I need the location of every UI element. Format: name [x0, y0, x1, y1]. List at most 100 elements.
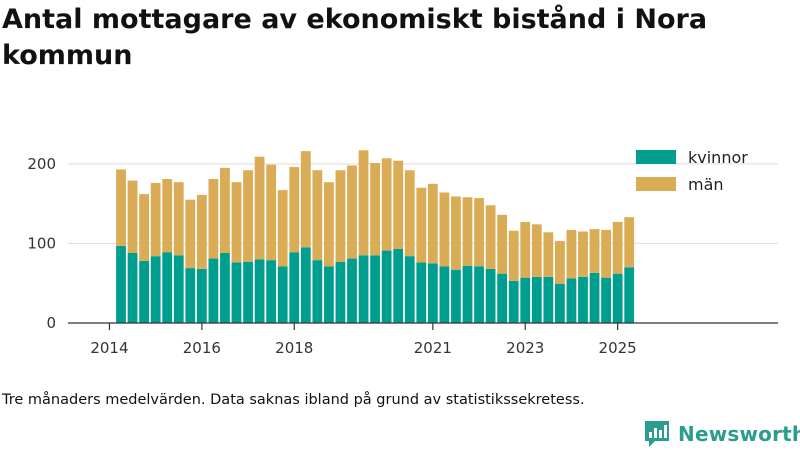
bar-mn-33: [497, 214, 508, 274]
bar-mn-18: [324, 182, 334, 267]
bar-mn-37: [543, 232, 554, 277]
bar-kvinnor-38: [555, 284, 565, 323]
bar-kvinnor-4: [162, 252, 173, 323]
bar-kvinnor-14: [277, 266, 288, 323]
bar-mn-11: [243, 170, 253, 262]
bar-kvinnor-12: [254, 259, 265, 323]
bar-mn-30: [462, 197, 473, 266]
bar-kvinnor-22: [370, 255, 380, 323]
bar-mn-20: [347, 165, 357, 259]
bar-mn-41: [589, 229, 600, 273]
bar-mn-22: [370, 163, 380, 256]
bar-mn-32: [485, 205, 496, 269]
x-tick-label: 2025: [599, 339, 637, 357]
bar-kvinnor-1: [127, 252, 138, 323]
y-tick-label: 100: [27, 234, 56, 252]
bars: [116, 150, 635, 323]
bar-mn-5: [173, 182, 184, 256]
bar-mn-38: [555, 241, 565, 285]
bar-kvinnor-25: [404, 256, 415, 323]
x-tick-label: 2018: [275, 339, 313, 357]
bar-kvinnor-13: [266, 260, 277, 323]
bar-kvinnor-18: [324, 266, 334, 323]
bar-kvinnor-20: [347, 258, 357, 323]
bar-mn-21: [358, 150, 369, 256]
brand-logo[interactable]: Newsworthy: [644, 418, 800, 450]
bar-mn-31: [474, 198, 484, 267]
legend-swatch-mn: [636, 177, 676, 191]
bar-kvinnor-42: [601, 277, 611, 323]
bar-kvinnor-16: [300, 247, 311, 323]
bar-mn-34: [508, 230, 519, 281]
bar-mn-0: [116, 169, 126, 246]
bar-kvinnor-2: [139, 260, 149, 323]
bar-mn-3: [150, 182, 161, 257]
bar-kvinnor-27: [427, 263, 438, 323]
bar-mn-35: [520, 221, 531, 278]
bar-mn-10: [231, 182, 242, 263]
bar-kvinnor-7: [196, 268, 207, 323]
bar-kvinnor-9: [220, 252, 230, 323]
footnote: Tre månaders medelvärden. Data saknas ib…: [2, 392, 585, 408]
bar-kvinnor-37: [543, 276, 554, 323]
bar-kvinnor-34: [508, 280, 519, 323]
bar-mn-23: [381, 158, 392, 251]
bar-kvinnor-11: [243, 261, 253, 323]
bar-mn-2: [139, 194, 149, 261]
bar-kvinnor-35: [520, 277, 531, 323]
bar-kvinnor-29: [451, 269, 461, 323]
bar-mn-39: [566, 229, 577, 279]
bar-mn-1: [127, 180, 138, 253]
bar-kvinnor-0: [116, 245, 126, 323]
legend: kvinnor män: [636, 148, 748, 194]
legend-label-kvinnor: kvinnor: [688, 148, 748, 167]
bar-mn-28: [439, 192, 450, 267]
bar-kvinnor-17: [312, 260, 323, 323]
bar-kvinnor-43: [612, 273, 623, 323]
bar-kvinnor-33: [497, 273, 508, 323]
bar-mn-15: [289, 167, 300, 253]
x-tick-label: 2023: [506, 339, 544, 357]
bar-mn-8: [208, 178, 219, 259]
bar-mn-40: [578, 231, 588, 277]
bar-kvinnor-15: [289, 252, 300, 323]
axes: 0 100 200 2014 2016 2018 2021 2023 2025: [27, 155, 778, 357]
bar-mn-19: [335, 170, 346, 262]
bar-kvinnor-21: [358, 255, 369, 323]
bar-kvinnor-24: [393, 249, 404, 323]
bar-mn-25: [404, 170, 415, 257]
bar-kvinnor-23: [381, 250, 392, 323]
bar-mn-24: [393, 160, 404, 250]
legend-swatch-kvinnor: [636, 150, 676, 164]
bar-mn-36: [531, 224, 542, 277]
bar-kvinnor-28: [439, 266, 450, 323]
bar-mn-9: [220, 167, 230, 253]
bar-mn-12: [254, 156, 265, 260]
bar-mn-43: [612, 221, 623, 274]
bar-mn-16: [300, 151, 311, 248]
chart-title: Antal mottagare av ekonomiskt bistånd i …: [2, 4, 708, 71]
legend-label-mn: män: [688, 175, 724, 194]
bar-mn-7: [196, 194, 207, 269]
bar-mn-44: [624, 217, 635, 268]
bar-mn-13: [266, 164, 277, 261]
bar-mn-17: [312, 170, 323, 261]
bar-kvinnor-19: [335, 261, 346, 323]
bar-kvinnor-8: [208, 258, 219, 323]
x-tick-label: 2016: [183, 339, 221, 357]
bar-kvinnor-41: [589, 272, 600, 323]
bar-kvinnor-6: [185, 268, 196, 323]
bar-kvinnor-30: [462, 265, 473, 323]
brand-name: Newsworthy: [678, 422, 800, 446]
bar-mn-14: [277, 190, 288, 267]
newsworthy-logo-icon: [645, 421, 669, 447]
bar-kvinnor-26: [416, 262, 427, 323]
bar-kvinnor-36: [531, 276, 542, 323]
bar-mn-29: [451, 196, 461, 270]
bar-kvinnor-40: [578, 276, 588, 323]
bar-kvinnor-44: [624, 267, 635, 323]
bar-kvinnor-32: [485, 268, 496, 323]
bar-kvinnor-10: [231, 262, 242, 323]
bar-kvinnor-5: [173, 255, 184, 323]
